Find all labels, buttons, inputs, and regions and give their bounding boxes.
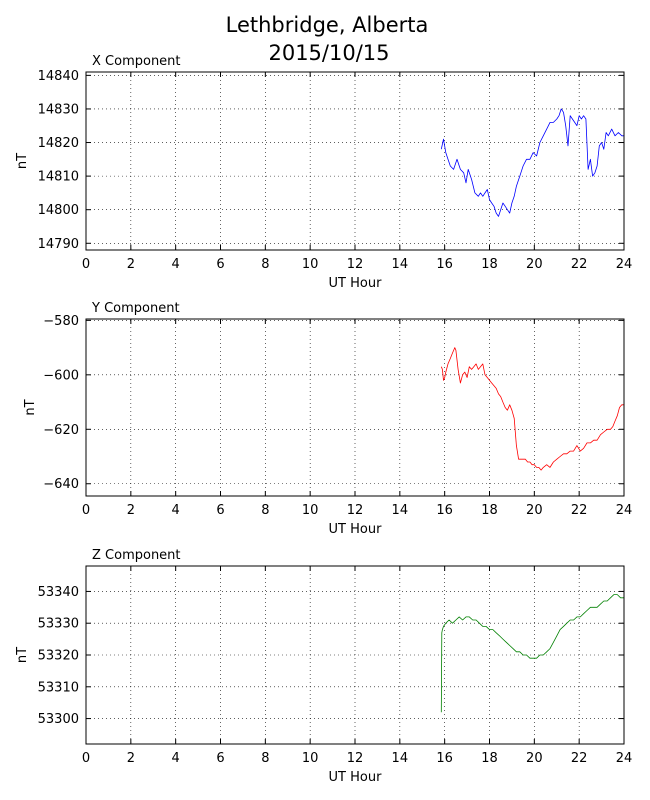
x-tick-label: 14	[392, 751, 409, 766]
x-tick-label: 0	[82, 751, 90, 766]
y-axis-label: nT	[23, 399, 38, 415]
x-tick-label: 20	[526, 257, 543, 272]
y-tick-label: 14820	[38, 136, 79, 151]
panel-title: X Component	[92, 54, 181, 69]
x-tick-label: 24	[616, 503, 633, 518]
x-tick-label: 0	[82, 503, 90, 518]
x-tick-label: 2	[127, 257, 135, 272]
figure-title: Lethbridge, Alberta	[225, 13, 429, 37]
y-tick-label: 14810	[38, 170, 79, 185]
y-tick-label: 53300	[38, 712, 79, 727]
series-line-1	[440, 347, 624, 471]
x-tick-label: 10	[302, 751, 319, 766]
x-tick-label: 20	[526, 751, 543, 766]
x-tick-label: 4	[172, 257, 180, 272]
y-tick-label: 14840	[38, 69, 79, 84]
series-line-1	[440, 594, 624, 713]
y-tick-label: −620	[43, 423, 79, 438]
x-tick-label: 16	[436, 503, 453, 518]
x-tick-label: 14	[392, 503, 409, 518]
y-tick-label: −640	[43, 477, 79, 492]
x-tick-label: 14	[392, 257, 409, 272]
x-axis-label: UT Hour	[329, 276, 383, 291]
y-tick-label: 14800	[38, 203, 79, 218]
x-tick-label: 22	[571, 503, 588, 518]
x-tick-label: 10	[302, 503, 319, 518]
x-tick-label: 18	[481, 503, 498, 518]
y-tick-label: 53310	[38, 680, 79, 695]
x-tick-label: 6	[216, 503, 224, 518]
x-tick-label: 2	[127, 751, 135, 766]
x-tick-label: 8	[261, 503, 269, 518]
y-axis-label: nT	[15, 647, 30, 663]
x-tick-label: 16	[436, 257, 453, 272]
y-axis-label: nT	[15, 153, 30, 169]
x-tick-label: 0	[82, 257, 90, 272]
y-tick-label: 53340	[38, 585, 79, 600]
x-axis-label: UT Hour	[329, 770, 383, 785]
series-line-1	[440, 108, 624, 217]
x-tick-label: 18	[481, 751, 498, 766]
figure-subtitle: 2015/10/15	[268, 41, 390, 65]
panel-title: Y Component	[91, 301, 180, 316]
chart-panel-1: 0 2 4 6 8 10 12 14 16 18 20 22 241479014800148101482…	[15, 54, 632, 291]
x-tick-label: 8	[261, 751, 269, 766]
y-tick-label: 14830	[38, 102, 79, 117]
y-tick-label: 53330	[38, 617, 79, 632]
y-tick-label: 53320	[38, 649, 79, 664]
x-tick-label: 2	[127, 503, 135, 518]
chart-panel-3: 0 2 4 6 8 10 12 14 16 18 20 22 245330053310533205333…	[15, 548, 632, 785]
x-tick-label: 8	[261, 257, 269, 272]
x-tick-label: 10	[302, 257, 319, 272]
y-tick-label: −600	[43, 368, 79, 383]
x-tick-label: 4	[172, 751, 180, 766]
x-tick-label: 22	[571, 751, 588, 766]
x-axis-label: UT Hour	[329, 522, 383, 537]
x-tick-label: 24	[616, 257, 633, 272]
x-tick-label: 16	[436, 751, 453, 766]
y-tick-label: 14790	[38, 237, 79, 252]
x-tick-label: 6	[216, 751, 224, 766]
x-tick-label: 24	[616, 751, 633, 766]
x-tick-label: 12	[347, 257, 364, 272]
x-tick-label: 20	[526, 503, 543, 518]
x-tick-label: 12	[347, 503, 364, 518]
y-tick-label: −580	[43, 314, 79, 329]
panel-title: Z Component	[92, 548, 181, 563]
x-tick-label: 4	[172, 503, 180, 518]
x-tick-label: 12	[347, 751, 364, 766]
x-tick-label: 18	[481, 257, 498, 272]
x-tick-label: 6	[216, 257, 224, 272]
x-tick-label: 22	[571, 257, 588, 272]
